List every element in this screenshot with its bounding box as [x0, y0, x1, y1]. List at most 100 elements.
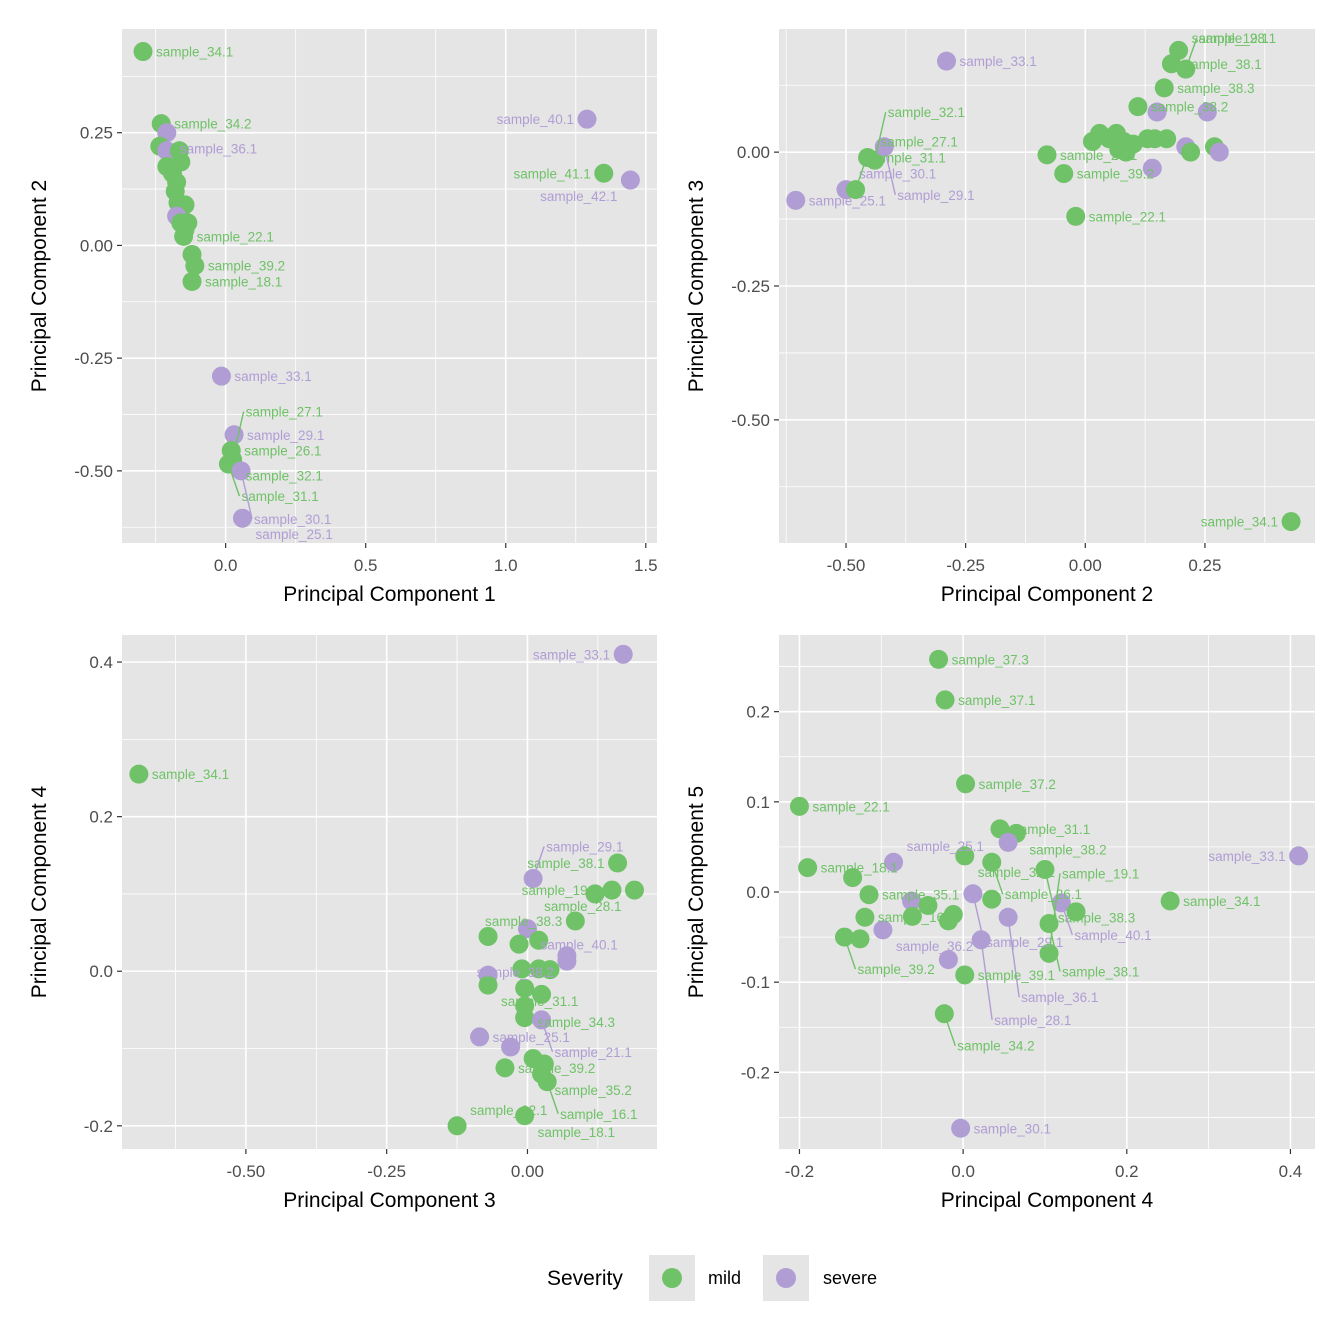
point-label: sample_38.2: [477, 965, 554, 980]
label-leader-line: [991, 862, 1004, 895]
point-label: sample_41.1: [513, 166, 590, 181]
point-label: sample_31.1: [501, 994, 578, 1009]
data-point-mild: [565, 911, 585, 931]
data-point-mild: [902, 906, 922, 926]
label-leader-line: [1048, 923, 1061, 972]
x-tick-label: 0.4: [1279, 1162, 1303, 1181]
data-point-mild: [509, 934, 529, 954]
y-tick-label: 0.0: [89, 962, 113, 981]
data-point-mild: [602, 880, 622, 900]
label-leader-line: [227, 463, 241, 497]
data-point-mild: [529, 930, 549, 950]
data-point-severe: [786, 190, 806, 210]
point-label: sample_33.1: [1208, 849, 1285, 864]
data-point-severe: [470, 1027, 490, 1047]
x-tick-label: -0.25: [946, 556, 985, 575]
data-point-mild: [955, 965, 975, 985]
label-leader-line: [1044, 869, 1057, 918]
point-label: sample_22.1: [470, 1103, 547, 1118]
point-label: sample_19.1: [1062, 866, 1139, 881]
point-label: sample_26.1: [1060, 148, 1137, 163]
panel-pc4-vs-pc5: -0.2 0.0 0.2 0.4 -0.2 -0.1 0.0 0.1 0.2 Principal …: [685, 635, 1315, 1212]
y-tick-label: 0.2: [746, 703, 770, 722]
y-axis-title: Principal Component 2: [28, 180, 51, 392]
point-label: sample_37.1: [958, 693, 1035, 708]
point-label: sample_32.1: [246, 469, 323, 484]
data-point-severe: [1142, 158, 1162, 178]
point-label: sample_38.3: [485, 914, 562, 929]
point-label: sample_31.1: [869, 151, 946, 166]
data-point-mild: [1037, 145, 1057, 165]
point-label: sample_29.1: [546, 839, 623, 854]
x-tick-label: 0.2: [1115, 1162, 1139, 1181]
data-point-mild: [540, 960, 560, 980]
label-leader-line: [532, 846, 545, 879]
panel-pc2-vs-pc3: -0.50 -0.25 0.00 0.25 -0.50 -0.25 0.00 Principa…: [685, 29, 1315, 606]
point-label: sample_33.1: [533, 647, 610, 662]
label-leader-line: [1185, 37, 1198, 70]
label-leader-line: [843, 936, 857, 970]
y-axis-title: Principal Component 5: [685, 786, 708, 998]
data-point-severe: [1147, 102, 1167, 122]
label-leader-line: [874, 112, 887, 161]
data-point-severe: [951, 1118, 971, 1138]
data-point-mild: [532, 984, 552, 1004]
label-leader-line: [231, 411, 245, 460]
data-point-severe: [937, 51, 956, 71]
point-label: sample_25.1: [255, 527, 332, 542]
data-point-mild: [495, 1058, 515, 1078]
point-label: sample_28.1: [544, 899, 621, 914]
data-point-mild: [624, 880, 644, 900]
data-point-mild: [1128, 97, 1148, 117]
y-tick-label: 0.00: [80, 236, 113, 255]
data-point-mild: [129, 764, 149, 784]
point-label: sample_35.1: [882, 888, 959, 903]
point-label: sample_25.1: [493, 1030, 570, 1045]
data-point-mild: [956, 774, 976, 794]
point-label: sample_40.1: [540, 938, 617, 953]
x-tick-label: 0.0: [214, 556, 238, 575]
data-point-severe: [577, 109, 597, 129]
data-point-mild: [515, 978, 535, 998]
point-label: sample_28.1: [1199, 31, 1276, 46]
x-axis-title: Principal Component 4: [941, 1189, 1154, 1212]
point-label: sample_21.1: [555, 1045, 632, 1060]
label-leader-line: [240, 470, 253, 520]
panel-pc3-vs-pc4: -0.50 -0.25 0.00 -0.2 0.0 0.2 0.4 Principal Com…: [28, 635, 657, 1212]
point-label: sample_34.1: [152, 767, 229, 782]
data-point-mild: [955, 846, 975, 866]
data-point-mild: [929, 649, 949, 669]
label-leader-line: [980, 939, 993, 1020]
label-leader-line: [972, 893, 985, 942]
point-label: sample_16.1: [878, 910, 955, 925]
data-point-mild: [935, 690, 955, 710]
x-tick-label: -0.50: [827, 556, 866, 575]
x-tick-label: -0.25: [367, 1162, 406, 1181]
data-point-severe: [1197, 102, 1217, 122]
point-label: sample_31.1: [1013, 822, 1090, 837]
point-label: sample_34.1: [156, 45, 233, 60]
label-leader-line: [883, 146, 896, 195]
x-axis-title: Principal Component 2: [941, 583, 1153, 606]
point-label: sample_29.1: [986, 935, 1063, 950]
point-label: sample_16.1: [560, 1107, 637, 1122]
x-axis-title: Principal Component 1: [283, 583, 495, 606]
point-label: sample_30.1: [974, 1121, 1051, 1136]
data-point-mild: [478, 926, 498, 946]
y-tick-label: 0.0: [746, 883, 770, 902]
data-point-mild: [1169, 40, 1189, 60]
legend-swatch-severe: [776, 1268, 796, 1288]
data-point-severe: [884, 852, 904, 872]
point-label: sample_39.2: [1077, 167, 1154, 182]
x-axis-title: Principal Component 3: [283, 1189, 495, 1212]
point-label: sample_40.1: [497, 112, 574, 127]
y-tick-label: -0.50: [731, 411, 770, 430]
data-point-severe: [501, 1037, 521, 1057]
point-label: sample_32.1: [978, 865, 1055, 880]
point-label: sample_37.2: [979, 777, 1056, 792]
x-tick-label: -0.2: [785, 1162, 814, 1181]
label-leader-line: [1007, 917, 1020, 998]
legend-label-severe: severe: [823, 1268, 877, 1288]
point-label: sample_22.1: [197, 229, 274, 244]
